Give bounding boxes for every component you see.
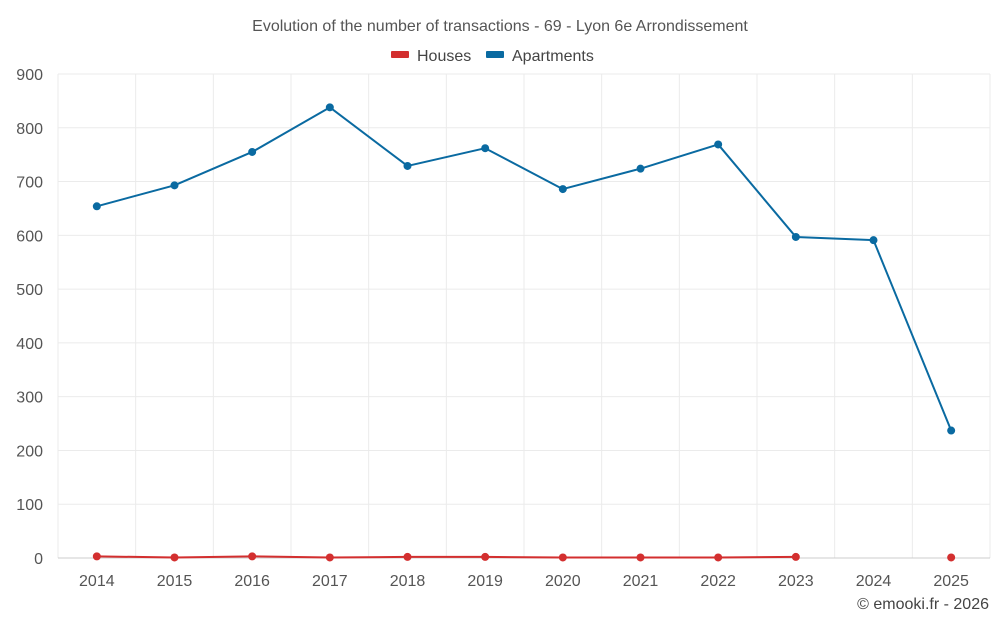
- data-point-apartments[interactable]: [947, 426, 956, 435]
- data-point-apartments[interactable]: [325, 103, 334, 112]
- x-tick-label: 2020: [545, 573, 581, 590]
- data-point-houses[interactable]: [947, 553, 956, 562]
- legend-swatch-apartments: [486, 51, 504, 58]
- y-tick-label: 200: [16, 443, 43, 460]
- y-tick-label: 0: [34, 551, 43, 568]
- x-tick-label: 2022: [700, 573, 736, 590]
- data-point-apartments[interactable]: [791, 232, 800, 241]
- y-tick-label: 600: [16, 228, 43, 245]
- y-tick-label: 700: [16, 175, 43, 192]
- data-point-houses[interactable]: [481, 552, 490, 561]
- y-tick-label: 100: [16, 497, 43, 514]
- data-point-houses[interactable]: [325, 553, 334, 562]
- legend-label-houses[interactable]: Houses: [417, 48, 471, 65]
- x-tick-label: 2015: [157, 573, 193, 590]
- data-point-apartments[interactable]: [558, 185, 567, 194]
- data-point-houses[interactable]: [92, 552, 101, 561]
- x-tick-label: 2021: [623, 573, 659, 590]
- x-tick-label: 2019: [467, 573, 503, 590]
- data-point-houses[interactable]: [714, 553, 723, 562]
- data-point-houses[interactable]: [170, 553, 179, 562]
- y-tick-label: 300: [16, 390, 43, 407]
- data-point-apartments[interactable]: [714, 140, 723, 149]
- series-line-apartments: [96, 106, 953, 431]
- data-point-apartments[interactable]: [869, 236, 878, 245]
- series: [92, 103, 956, 562]
- data-point-houses[interactable]: [248, 552, 257, 561]
- data-point-apartments[interactable]: [403, 161, 412, 170]
- data-point-apartments[interactable]: [248, 147, 257, 156]
- credit-text: © emooki.fr - 2026: [857, 596, 989, 613]
- legend-label-apartments[interactable]: Apartments: [512, 48, 594, 65]
- y-tick-label: 400: [16, 336, 43, 353]
- x-tick-label: 2023: [778, 573, 814, 590]
- axes: 0 100 200 300 400 500 600 700 800 900 2014 2015 2016…: [16, 67, 990, 590]
- legend-swatch-houses: [391, 51, 409, 58]
- chart-title: Evolution of the number of transactions …: [252, 18, 748, 35]
- data-point-houses[interactable]: [558, 553, 567, 562]
- data-point-apartments[interactable]: [92, 202, 101, 211]
- grid: [57, 73, 991, 558]
- x-tick-label: 2024: [856, 573, 892, 590]
- data-point-apartments[interactable]: [481, 144, 490, 153]
- x-tick-label: 2025: [933, 573, 969, 590]
- x-tick-label: 2017: [312, 573, 348, 590]
- data-point-houses[interactable]: [791, 552, 800, 561]
- legend: Houses Apartments: [391, 48, 594, 65]
- series-line-houses: [97, 556, 951, 557]
- y-tick-label: 900: [16, 67, 43, 84]
- data-point-apartments[interactable]: [636, 164, 645, 173]
- x-tick-label: 2016: [234, 573, 270, 590]
- data-point-apartments[interactable]: [170, 181, 179, 190]
- y-tick-label: 500: [16, 282, 43, 299]
- data-point-houses[interactable]: [636, 553, 645, 562]
- x-tick-label: 2018: [390, 573, 426, 590]
- x-tick-label: 2014: [79, 573, 115, 590]
- y-tick-label: 800: [16, 121, 43, 138]
- data-point-houses[interactable]: [403, 552, 412, 561]
